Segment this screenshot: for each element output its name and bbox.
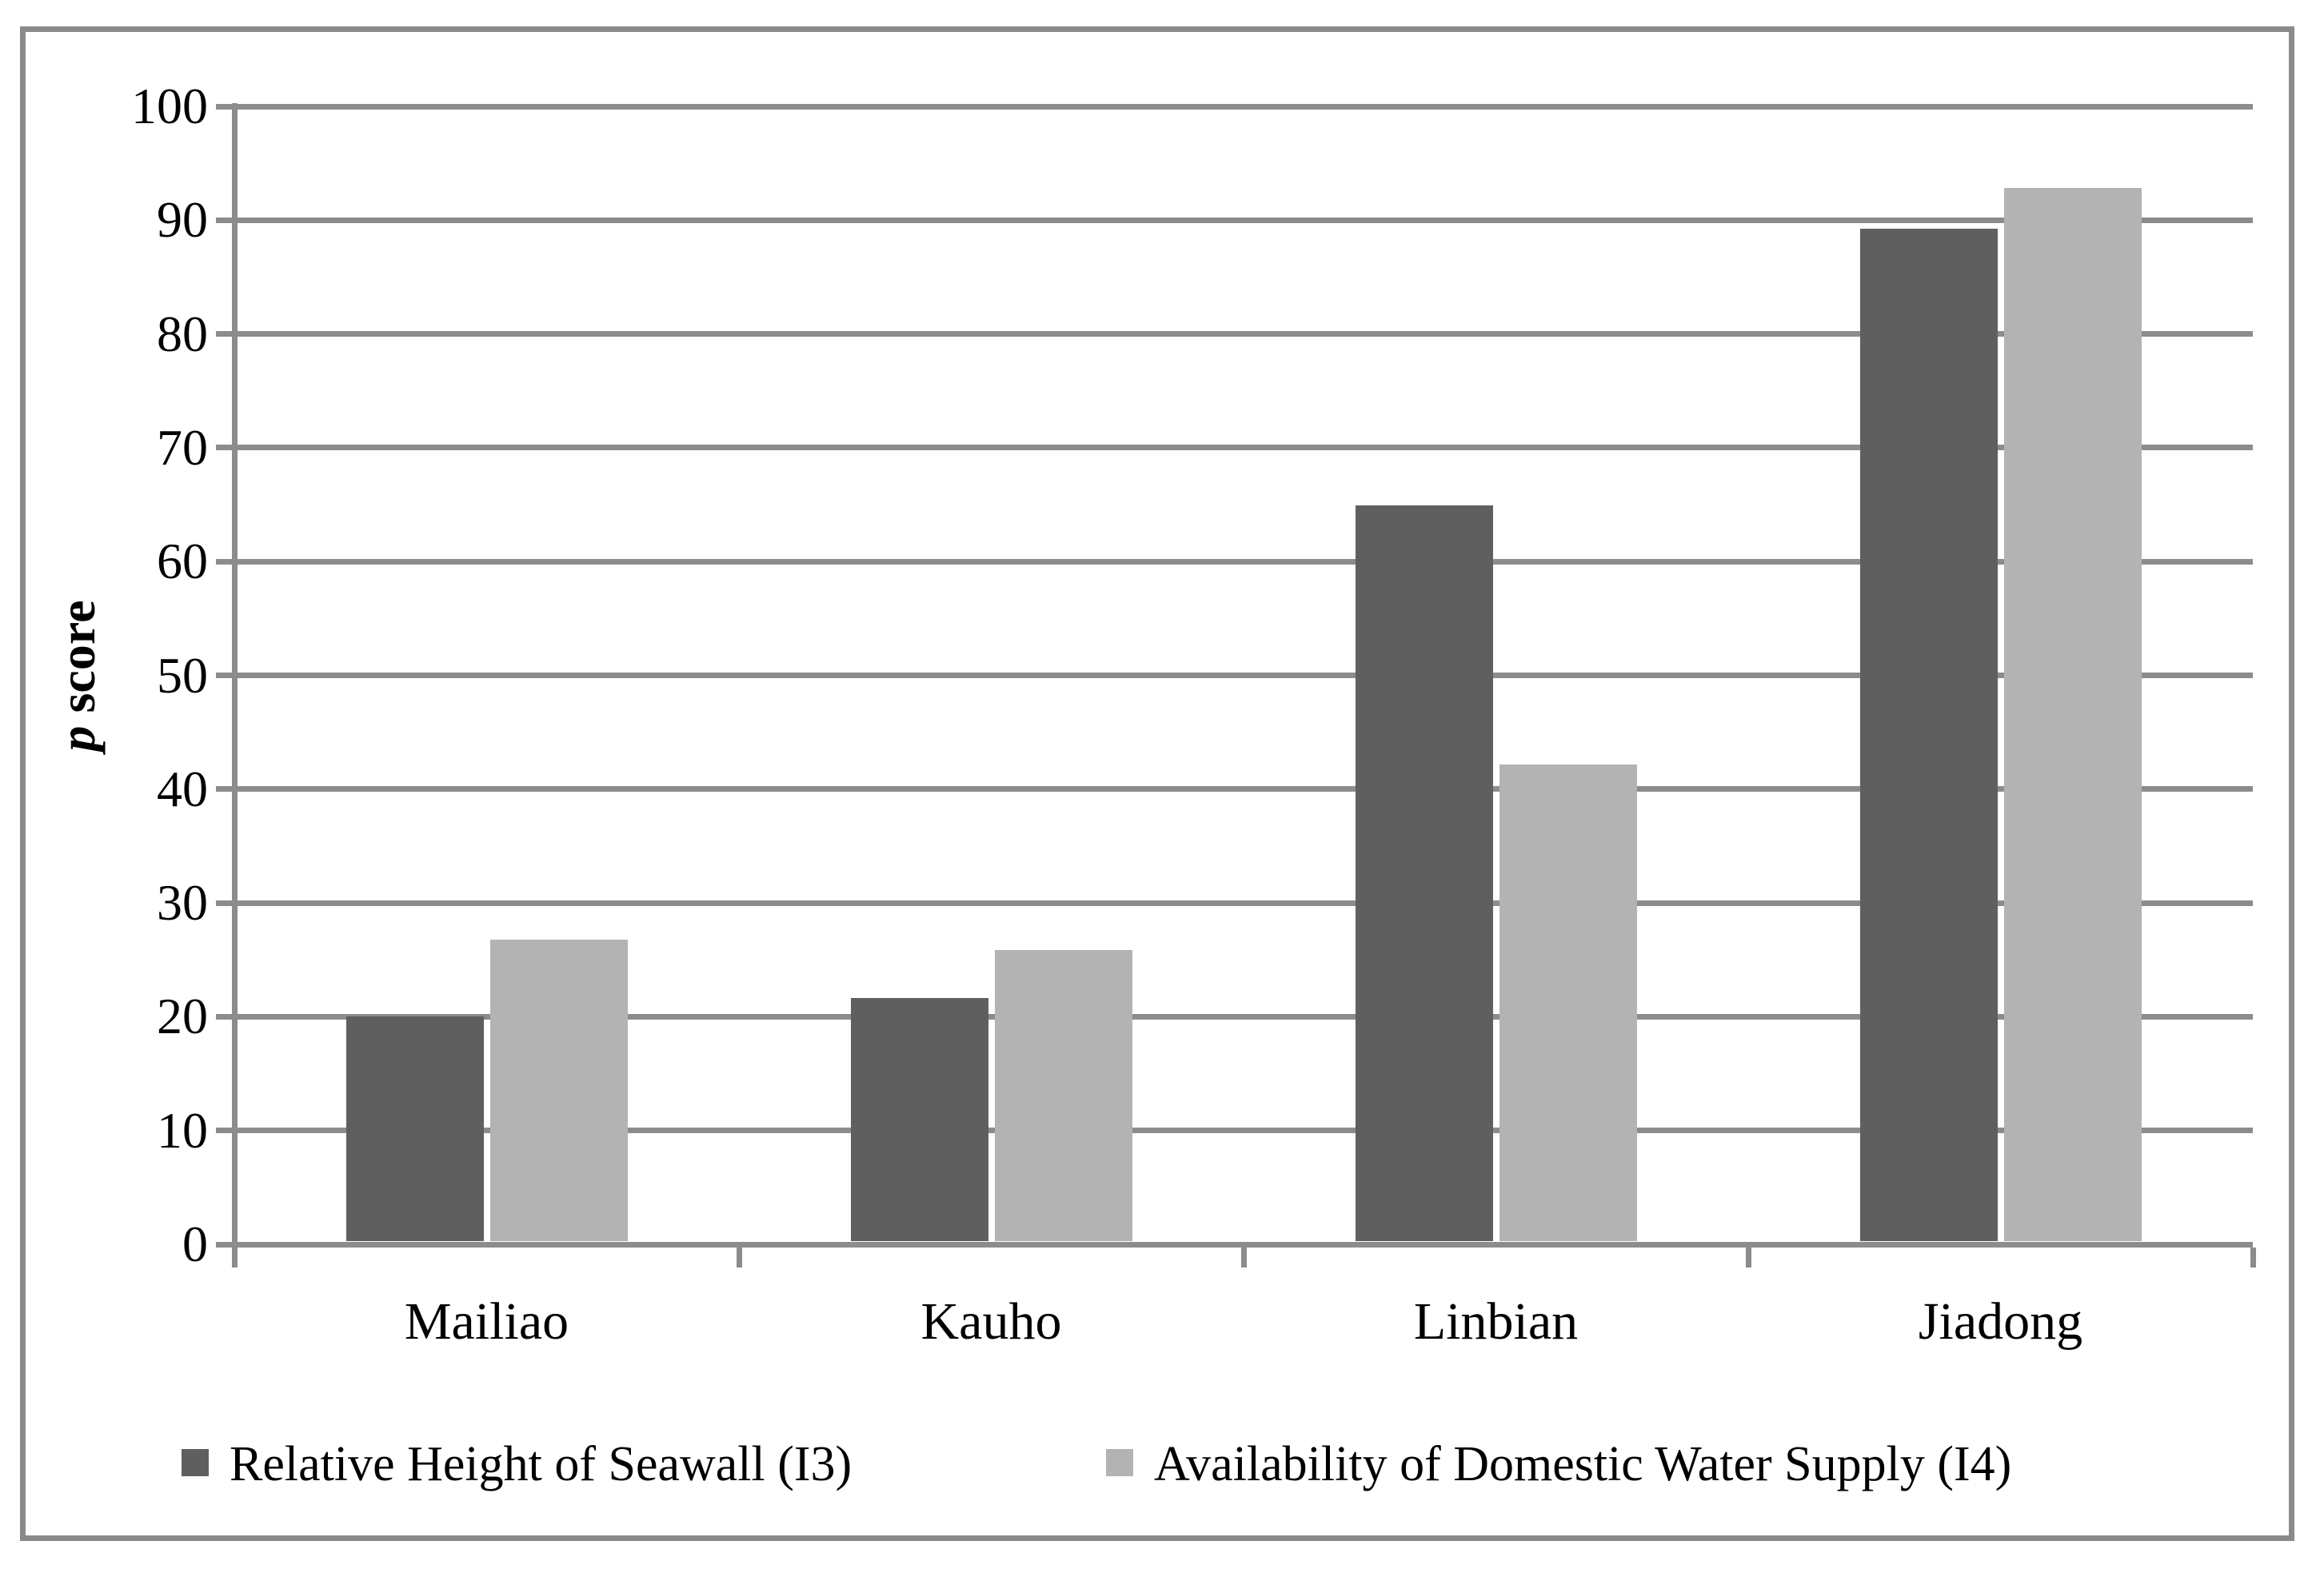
bar-i3-jiadong [1859,229,1998,1242]
y-tick-label-10: 10 [157,1101,208,1159]
bar-i4-linbian [1499,765,1637,1242]
y-tick-label-40: 40 [157,760,208,817]
x-category-label-linbian: Linbian [1413,1292,1579,1351]
y-axis-line [231,103,238,1264]
x-axis-line [234,1241,2253,1248]
legend-swatch-water-supply [1106,1449,1133,1476]
x-axis-tick-0 [231,1247,238,1268]
bar-i3-linbian [1355,505,1493,1242]
x-category-label-jiadong: Jiadong [1918,1292,2083,1351]
y-axis-title: p score [42,508,114,844]
y-tick-100 [216,103,234,110]
y-tick-label-80: 80 [157,305,208,362]
gridline-y-40 [234,786,2253,792]
legend-item-water-supply: Availability of Domestic Water Supply (I… [1106,1439,2011,1489]
y-tick-90 [216,217,234,223]
x-category-label-mailiao: Mailiao [404,1292,569,1351]
y-tick-label-70: 70 [157,418,208,476]
y-tick-label-0: 0 [182,1216,208,1272]
y-tick-60 [216,558,234,565]
y-axis-title-italic: p [49,725,106,752]
y-tick-label-100: 100 [131,78,208,134]
y-tick-label-20: 20 [157,988,208,1045]
gridline-y-30 [234,900,2253,906]
gridline-y-80 [234,331,2253,337]
y-axis-title-rest: score [49,600,106,726]
legend-label-seawall: Relative Height of Seawall (I3) [230,1437,853,1491]
y-tick-50 [216,673,234,678]
x-axis-tick-2 [1240,1247,1247,1268]
y-tick-30 [216,900,234,906]
x-axis-tick-3 [1745,1247,1751,1268]
y-tick-80 [216,331,234,337]
y-tick-label-60: 60 [157,533,208,590]
y-tick-label-90: 90 [157,191,208,249]
y-tick-0 [216,1241,234,1248]
y-tick-20 [216,1013,234,1020]
y-tick-10 [216,1128,234,1134]
gridline-y-70 [234,445,2253,451]
gridline-y-100 [234,103,2253,110]
bar-i4-jiadong [2003,187,2142,1242]
bar-i4-mailiao [489,940,628,1242]
x-category-label-kauho: Kauho [920,1292,1062,1351]
bar-i3-kauho [850,997,988,1242]
x-axis-tick-1 [736,1247,742,1268]
gridline-y-20 [234,1013,2253,1020]
gridline-y-60 [234,558,2253,565]
gridline-y-50 [234,673,2253,678]
legend-item-seawall: Relative Height of Seawall (I3) [182,1439,852,1489]
gridline-y-90 [234,217,2253,223]
gridline-y-10 [234,1128,2253,1134]
legend-label-water-supply: Availability of Domestic Water Supply (I… [1154,1437,2012,1491]
y-tick-label-30: 30 [157,874,208,932]
bar-i4-kauho [994,950,1132,1242]
bar-i3-mailiao [345,1016,484,1242]
x-axis-tick-4 [2250,1247,2256,1268]
y-tick-label-50: 50 [157,646,208,704]
y-tick-70 [216,445,234,451]
y-tick-40 [216,786,234,792]
legend-swatch-seawall [182,1449,209,1476]
